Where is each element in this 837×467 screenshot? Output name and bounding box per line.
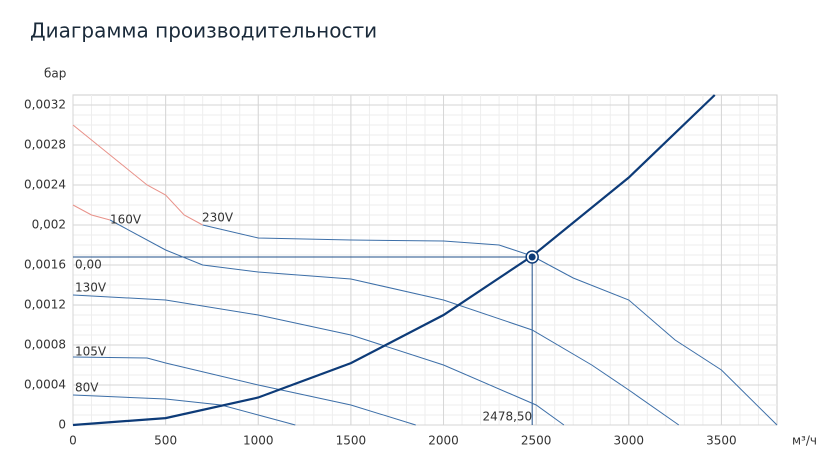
x-tick-label: 1500 [336,434,367,448]
series-line [72,356,416,426]
x-axis-label: м³/ч [792,434,817,448]
x-tick-label: 3500 [706,434,737,448]
y-tick-label: 0,0032 [24,98,66,112]
y-tick-label: 0,0016 [24,258,66,272]
series-label: 160V [110,213,142,227]
chart-title: Диаграмма производительности [30,19,377,43]
series-line [109,219,680,426]
x-tick-label: 500 [154,434,177,448]
series-line [72,94,716,427]
series-line [72,204,111,221]
y-tick-label: 0,0012 [24,298,66,312]
operating-point-x-label: 2478,50 [483,410,533,424]
operating-point-y-label: 0,00 [75,258,102,272]
series-label: 80V [75,381,99,395]
y-tick-label: 0,0028 [24,138,66,152]
x-tick-label: 2000 [428,434,459,448]
y-tick-label: 0,002 [32,218,66,232]
series-label: 230V [202,211,234,225]
y-axis-label: бар [44,67,66,81]
y-tick-label: 0,0008 [24,338,66,352]
y-tick-label: 0,0024 [24,178,66,192]
x-tick-label: 3000 [614,434,645,448]
x-tick-label: 0 [69,434,77,448]
series-line [72,124,203,226]
series-label: 105V [75,345,107,359]
operating-point [528,253,536,261]
series-label: 130V [75,281,107,295]
y-tick-label: 0 [58,418,66,432]
series-line [72,294,565,426]
x-tick-label: 2500 [521,434,552,448]
x-tick-label: 1000 [243,434,274,448]
y-tick-label: 0,0004 [24,378,66,392]
